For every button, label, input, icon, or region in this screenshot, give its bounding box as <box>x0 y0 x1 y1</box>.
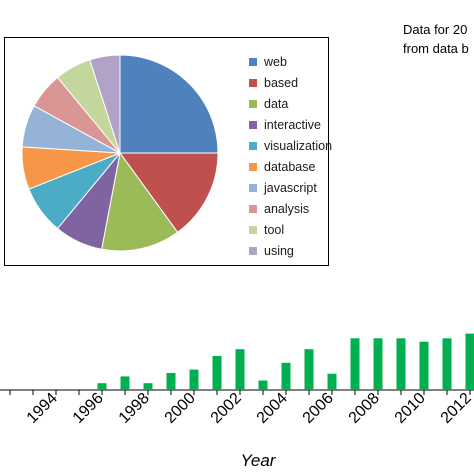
pie-slice-based <box>119 152 219 233</box>
legend-item-visualization: visualization <box>249 135 332 156</box>
legend-label: visualization <box>264 138 333 153</box>
pie-slice-data <box>101 151 179 252</box>
legend-item-data: data <box>249 93 332 114</box>
bar-2001 <box>212 356 222 390</box>
bar-2009 <box>396 338 406 390</box>
pie-slice-using <box>89 54 121 154</box>
legend-item-web: web <box>249 51 332 72</box>
bar-1999 <box>166 373 176 390</box>
legend-item-analysis: analysis <box>249 198 332 219</box>
bar-2012 <box>465 333 474 390</box>
bar-1997 <box>120 376 130 390</box>
bar-1996 <box>97 383 107 390</box>
note-line-2: from data b <box>403 41 469 56</box>
legend-swatch <box>249 225 257 234</box>
legend-swatch <box>249 78 257 87</box>
bar-2000 <box>189 369 199 390</box>
legend-label: interactive <box>264 117 321 132</box>
bar-2002 <box>235 349 245 390</box>
bar-2010 <box>419 341 429 390</box>
x-tick-label-2012: 2012 <box>438 390 474 427</box>
bar-2004 <box>281 362 291 390</box>
legend-swatch <box>249 162 257 171</box>
x-tick-label-2002: 2002 <box>208 390 245 427</box>
bar-1998 <box>143 383 153 390</box>
legend-swatch <box>249 99 257 108</box>
note-line-1: Data for 20 <box>403 22 468 37</box>
legend-swatch <box>249 204 257 213</box>
legend-label: database <box>264 159 316 174</box>
legend-swatch <box>249 120 257 129</box>
x-tick-label-2006: 2006 <box>300 390 337 427</box>
pie-chart-panel: web based data interactive visualization data… <box>4 37 332 266</box>
legend-item-javascript: javascript <box>249 177 332 198</box>
x-axis-label: Year <box>241 451 277 470</box>
x-tick-label-1994: 1994 <box>24 390 61 427</box>
x-tick-label-2010: 2010 <box>392 390 429 427</box>
legend-label: based <box>264 75 299 90</box>
legend-label: data <box>264 96 289 111</box>
legend-item-database: database <box>249 156 332 177</box>
pie-chart <box>21 54 219 252</box>
legend-swatch <box>249 141 257 150</box>
bar-2003 <box>258 380 268 390</box>
bar-2011 <box>442 338 452 390</box>
bar-2008 <box>373 338 383 390</box>
x-tick-label-1996: 1996 <box>70 390 107 427</box>
legend-item-using: using <box>249 240 332 261</box>
pie-slice-web <box>119 54 219 154</box>
legend-label: javascript <box>264 180 317 195</box>
pie-legend: web based data interactive visualization data… <box>249 51 332 261</box>
x-tick-label-1998: 1998 <box>116 390 153 427</box>
legend-item-interactive: interactive <box>249 114 332 135</box>
x-tick-label-2008: 2008 <box>346 390 383 427</box>
bar-chart: 1994 1996 1998 2000 2002 2004 2006 2008 2010 2012… <box>0 333 474 470</box>
bar-2007 <box>350 338 360 390</box>
legend-item-tool: tool <box>249 219 332 240</box>
x-tick-label-2004: 2004 <box>254 390 291 427</box>
x-tick-label-2000: 2000 <box>162 390 199 427</box>
legend-label: tool <box>264 222 285 237</box>
bar-2006 <box>327 373 337 390</box>
legend-swatch <box>249 57 257 66</box>
legend-label: analysis <box>264 201 310 216</box>
chart-note: Data for 20 from data b <box>403 20 469 58</box>
legend-item-based: based <box>249 72 332 93</box>
legend-label: using <box>264 243 294 258</box>
legend-swatch <box>249 183 257 192</box>
bar-2005 <box>304 349 314 390</box>
legend-label: web <box>264 54 287 69</box>
legend-swatch <box>249 246 257 255</box>
